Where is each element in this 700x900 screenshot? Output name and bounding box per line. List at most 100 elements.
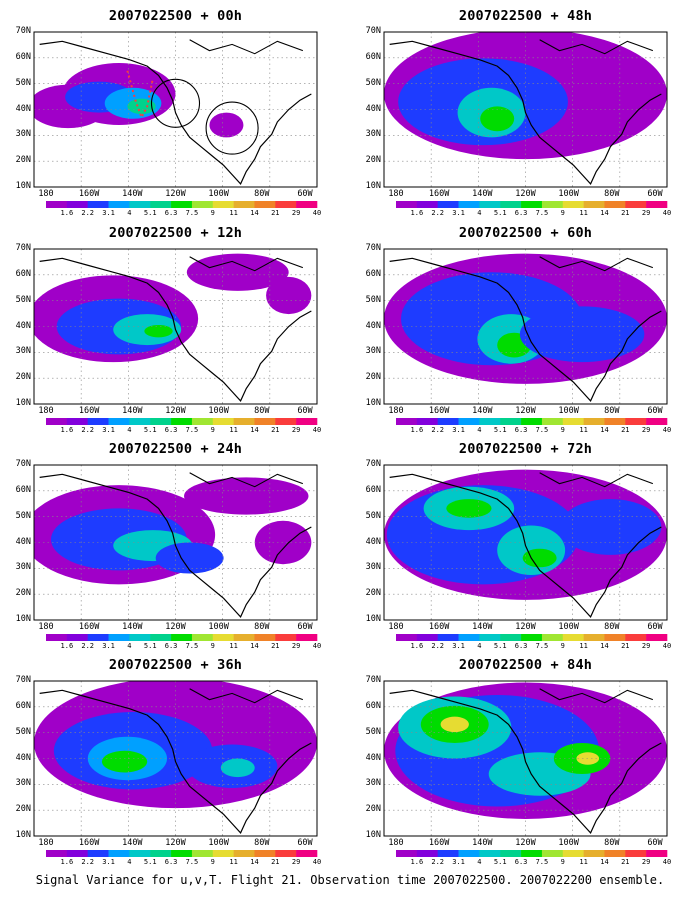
latitude-tick-label: 10N bbox=[365, 830, 381, 840]
colorbar-swatch bbox=[191, 201, 214, 208]
latitude-tick-label: 70N bbox=[365, 26, 381, 36]
longitude-tick-label: 160W bbox=[78, 189, 100, 199]
latitude-tick-label: 50N bbox=[365, 294, 381, 305]
variance-contour bbox=[101, 750, 148, 773]
colorbar-swatch bbox=[254, 850, 276, 857]
longitude-tick-label: 140W bbox=[122, 622, 143, 632]
map-frame bbox=[33, 680, 318, 837]
longitude-tick-label: 60W bbox=[647, 406, 663, 416]
colorbar-swatch bbox=[416, 201, 438, 208]
colorbar-swatch bbox=[233, 634, 255, 641]
colorbar-level-label: 21 bbox=[271, 209, 280, 217]
latitude-tick-label: 40N bbox=[15, 536, 31, 547]
colorbar-level-label: 40 bbox=[662, 209, 672, 217]
latitude-tick-label: 20N bbox=[15, 155, 31, 166]
colorbar-swatch bbox=[521, 634, 543, 641]
map-panel-5 bbox=[383, 248, 668, 405]
latitude-tick-label: 70N bbox=[365, 675, 381, 685]
colorbar-level-label: 4 bbox=[477, 642, 482, 650]
colorbar-level-label: 3.1 bbox=[452, 642, 465, 650]
colorbar-swatch bbox=[129, 634, 151, 641]
variance-contour bbox=[155, 542, 224, 574]
panel-title: 2007022500 + 72h bbox=[458, 441, 593, 457]
colorbar-swatch bbox=[479, 418, 501, 425]
colorbar-swatch bbox=[562, 418, 584, 425]
colorbar-level-label: 5.1 bbox=[493, 858, 507, 866]
colorbar-swatch bbox=[541, 634, 564, 641]
colorbar-swatch bbox=[562, 634, 584, 641]
colorbar-swatch bbox=[458, 634, 480, 641]
colorbar-level-label: 5.1 bbox=[143, 858, 157, 866]
map-panel-4 bbox=[383, 31, 668, 188]
latitude-tick-label: 70N bbox=[15, 675, 31, 685]
colorbar-swatch bbox=[129, 850, 151, 857]
latitude-tick-label: 50N bbox=[365, 726, 381, 737]
panel-title: 2007022500 + 00h bbox=[108, 8, 243, 24]
colorbar-swatch bbox=[150, 418, 172, 425]
latitude-tick-label: 60N bbox=[365, 484, 381, 495]
colorbar-level-label: 40 bbox=[312, 209, 322, 217]
longitude-tick-label: 180 bbox=[38, 406, 54, 416]
latitude-tick-label: 20N bbox=[365, 372, 381, 383]
latitude-tick-label: 40N bbox=[15, 752, 31, 763]
colorbar-level-label: 11 bbox=[579, 858, 588, 866]
longitude-tick-label: 100W bbox=[558, 189, 579, 199]
colorbar-swatch bbox=[191, 634, 214, 641]
latitude-tick-label: 50N bbox=[365, 77, 381, 88]
colorbar-swatch bbox=[212, 418, 234, 425]
colorbar-swatch bbox=[458, 418, 480, 425]
colorbar-level-label: 6.3 bbox=[514, 642, 528, 650]
variance-contour bbox=[254, 520, 312, 565]
colorbar-level-label: 29 bbox=[291, 858, 301, 866]
colorbar-level-label: 7.5 bbox=[185, 642, 199, 650]
colorbar-level-label: 1.6 bbox=[60, 642, 74, 650]
longitude-tick-label: 80W bbox=[254, 189, 270, 199]
colorbar-level-label: 5.1 bbox=[493, 426, 507, 434]
colorbar-swatch bbox=[129, 418, 151, 425]
latitude-tick-label: 10N bbox=[365, 398, 381, 408]
colorbar-level-label: 7.5 bbox=[535, 209, 549, 217]
latitude-tick-label: 40N bbox=[15, 320, 31, 331]
colorbar-level-label: 9 bbox=[560, 858, 565, 866]
map-frame bbox=[383, 248, 668, 405]
map-frame bbox=[33, 31, 318, 188]
coastline bbox=[389, 473, 662, 618]
longitude-tick-label: 100W bbox=[208, 838, 229, 848]
latitude-tick-label: 60N bbox=[365, 700, 381, 711]
colorbar-swatch bbox=[521, 201, 543, 208]
colorbar-level-label: 9 bbox=[210, 209, 215, 217]
colorbar-level-label: 4 bbox=[127, 858, 132, 866]
colorbar-swatch bbox=[541, 850, 564, 857]
colorbar-level-label: 40 bbox=[662, 426, 672, 434]
latitude-tick-label: 30N bbox=[365, 129, 381, 140]
observation-circle bbox=[205, 101, 259, 155]
colorbar-level-label: 2.2 bbox=[431, 858, 445, 866]
latitude-tick-label: 60N bbox=[15, 484, 31, 495]
colorbar-swatch bbox=[171, 201, 193, 208]
colorbar-level-label: 11 bbox=[579, 426, 588, 434]
latitude-tick-label: 50N bbox=[15, 510, 31, 521]
variance-contour bbox=[446, 499, 492, 518]
variance-contour bbox=[565, 53, 656, 104]
colorbar-level-label: 29 bbox=[291, 426, 301, 434]
colorbar-level-label: 14 bbox=[250, 858, 259, 866]
variance-contour bbox=[144, 324, 173, 338]
colorbar-level-label: 14 bbox=[600, 642, 609, 650]
coastline bbox=[539, 256, 654, 272]
latitude-tick-label: 50N bbox=[15, 294, 31, 305]
colorbar-level-label: 5.1 bbox=[493, 209, 507, 217]
colorbar-level-label: 21 bbox=[621, 209, 630, 217]
colorbar-swatch bbox=[46, 634, 68, 641]
map-frame bbox=[33, 464, 318, 621]
latitude-tick-label: 20N bbox=[365, 155, 381, 166]
longitude-tick-label: 120W bbox=[165, 622, 186, 632]
coastline bbox=[539, 39, 654, 55]
panel-title: 2007022500 + 24h bbox=[108, 441, 243, 457]
colorbar-level-label: 40 bbox=[312, 642, 322, 650]
colorbar-level-label: 11 bbox=[579, 209, 588, 217]
colorbar-swatch bbox=[212, 634, 234, 641]
colorbar-level-label: 1.6 bbox=[410, 426, 424, 434]
colorbar-level-label: 29 bbox=[291, 209, 301, 217]
colorbar-level-label: 11 bbox=[579, 642, 588, 650]
panel-title: 2007022500 + 60h bbox=[458, 225, 593, 241]
